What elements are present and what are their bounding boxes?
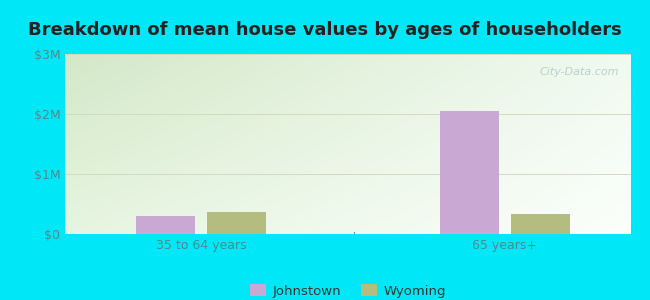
Bar: [136, 216, 195, 234]
Bar: [207, 212, 266, 234]
Bar: [511, 214, 570, 234]
Bar: [440, 111, 499, 234]
Text: City-Data.com: City-Data.com: [540, 67, 619, 76]
Text: Breakdown of mean house values by ages of householders: Breakdown of mean house values by ages o…: [28, 21, 622, 39]
Legend: Johnstown, Wyoming: Johnstown, Wyoming: [244, 279, 451, 300]
